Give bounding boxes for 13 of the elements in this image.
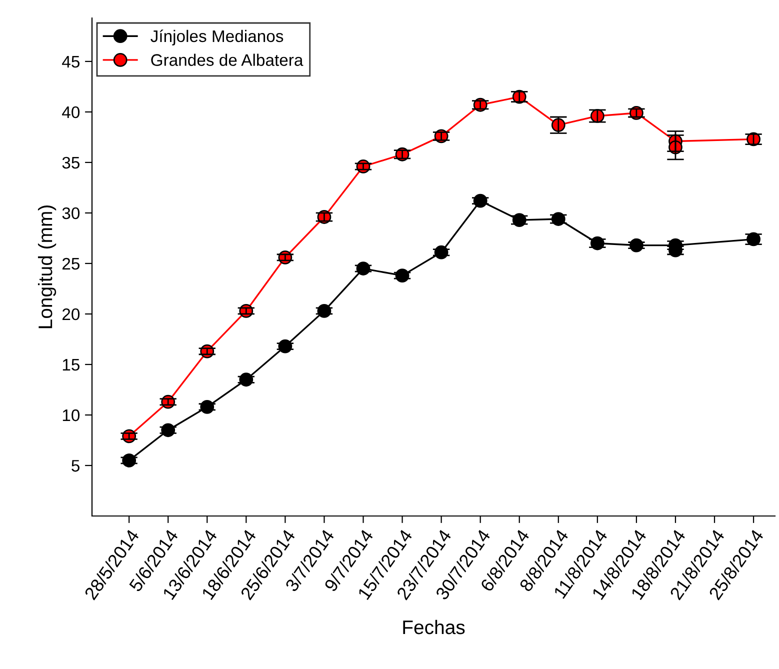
y-tick-label: 5: [72, 460, 80, 472]
legend-label: Grandes de Albatera: [151, 54, 304, 66]
y-tick-label: 15: [62, 359, 80, 371]
y-tick-label: 35: [62, 156, 80, 169]
y-tick-label: 45: [62, 56, 80, 68]
x-axis-title: Fechas: [403, 620, 465, 634]
y-axis-title: Longitud (mm): [38, 206, 56, 328]
y-tick-label: 10: [62, 409, 80, 422]
y-tick-label: 20: [62, 308, 80, 320]
legend-label: Jínjoles Medianos: [150, 30, 284, 46]
y-tick-label: 30: [62, 207, 80, 220]
y-tick-label: 25: [62, 258, 80, 270]
y-tick-label: 40: [62, 106, 80, 118]
